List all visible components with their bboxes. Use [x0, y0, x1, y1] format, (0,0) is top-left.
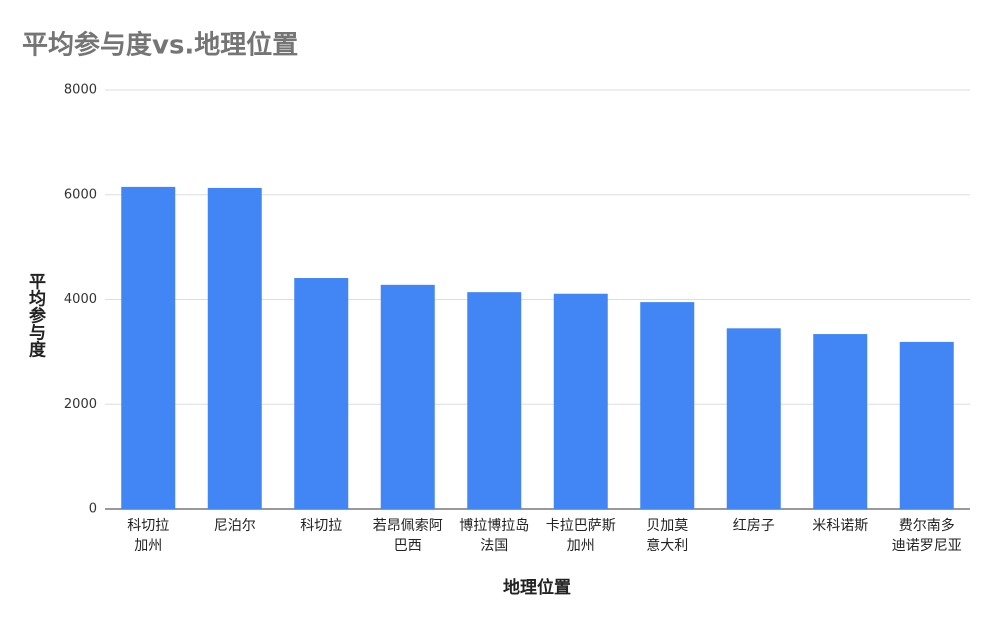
x-tick-label: 科切拉: [300, 518, 342, 534]
x-axis-label: 地理位置: [503, 577, 571, 598]
y-tick-label: 4000: [64, 292, 97, 307]
chart-title: 平均参与度vs.地理位置: [22, 30, 298, 61]
x-tick-label: 法国: [480, 538, 508, 554]
bar: [640, 302, 695, 509]
x-tick-label: 米科诺斯: [812, 518, 868, 534]
bar: [380, 284, 435, 509]
bar: [726, 328, 781, 509]
x-tick-label: 尼泊尔: [214, 518, 256, 534]
x-tick-label: 红房子: [733, 518, 775, 534]
y-tick-label: 6000: [64, 187, 97, 202]
y-tick-label: 2000: [64, 397, 97, 412]
bar: [294, 278, 349, 509]
y-tick-label: 8000: [64, 83, 97, 98]
x-tick-label: 加州: [567, 538, 595, 554]
x-tick-label: 科切拉: [127, 518, 169, 534]
bar: [899, 341, 954, 509]
bar: [121, 186, 176, 510]
x-tick-label: 博拉博拉岛: [459, 517, 529, 534]
x-tick-label: 加州: [134, 538, 162, 554]
x-tick-label: 迪诺罗尼亚: [892, 538, 962, 554]
bar: [207, 187, 262, 509]
bar: [813, 334, 868, 509]
x-tick-label: 贝加莫: [646, 518, 688, 534]
x-tick-label: 费尔南多: [899, 517, 955, 534]
x-tick-label: 巴西: [394, 538, 422, 554]
y-tick-label: 0: [89, 502, 97, 517]
x-tick-label: 若昂佩索阿: [373, 517, 443, 534]
x-tick-label: 意大利: [646, 537, 688, 554]
x-tick-label: 卡拉巴萨斯: [546, 518, 616, 534]
bar: [553, 293, 608, 509]
bar: [467, 292, 522, 509]
y-axis-label: 平均参与度: [25, 273, 46, 359]
